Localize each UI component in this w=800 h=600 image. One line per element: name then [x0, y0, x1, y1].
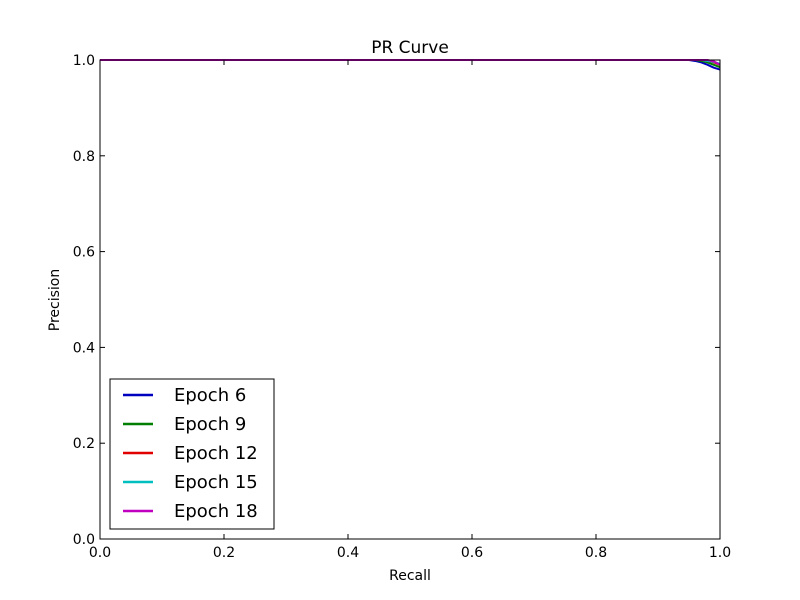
- legend-label: Epoch 6: [174, 385, 246, 406]
- series-line-5: [100, 59, 721, 66]
- y-tick-label: 0.6: [73, 245, 95, 261]
- x-axis-label: Recall: [389, 568, 431, 584]
- series-line-2: [100, 59, 721, 69]
- x-tick-label: 0.8: [585, 545, 607, 561]
- y-axis-label: Precision: [47, 269, 63, 331]
- ticks-layer: 0.0 0.2 0.4 0.6 0.8 1.0 0.0 0.2 0.4 0.6 0.8 1.0: [73, 53, 731, 561]
- legend-label: Epoch 9: [174, 414, 246, 435]
- y-tick-label: 1.0: [73, 53, 95, 69]
- x-tick-label: 0.6: [461, 545, 483, 561]
- y-tick-label: 0.8: [73, 149, 95, 165]
- series-layer: [100, 59, 721, 71]
- x-tick-label: 0.4: [337, 545, 359, 561]
- legend: Epoch 6 Epoch 9 Epoch 12 Epoch 15 Epoch 18: [109, 378, 275, 530]
- legend-label: Epoch 15: [174, 472, 258, 493]
- plot-frame: [99, 59, 721, 540]
- chart-title: PR Curve: [371, 38, 449, 58]
- y-tick-label: 0.2: [73, 436, 95, 452]
- series-line-1: [100, 59, 721, 71]
- legend-label: Epoch 18: [174, 501, 258, 522]
- legend-label: Epoch 12: [174, 443, 258, 464]
- x-tick-label: 0.0: [89, 545, 111, 561]
- y-tick-label: 0.4: [73, 340, 95, 356]
- x-tick-label: 1.0: [709, 545, 731, 561]
- y-tick-label: 0.0: [73, 532, 95, 548]
- x-tick-label: 0.2: [213, 545, 235, 561]
